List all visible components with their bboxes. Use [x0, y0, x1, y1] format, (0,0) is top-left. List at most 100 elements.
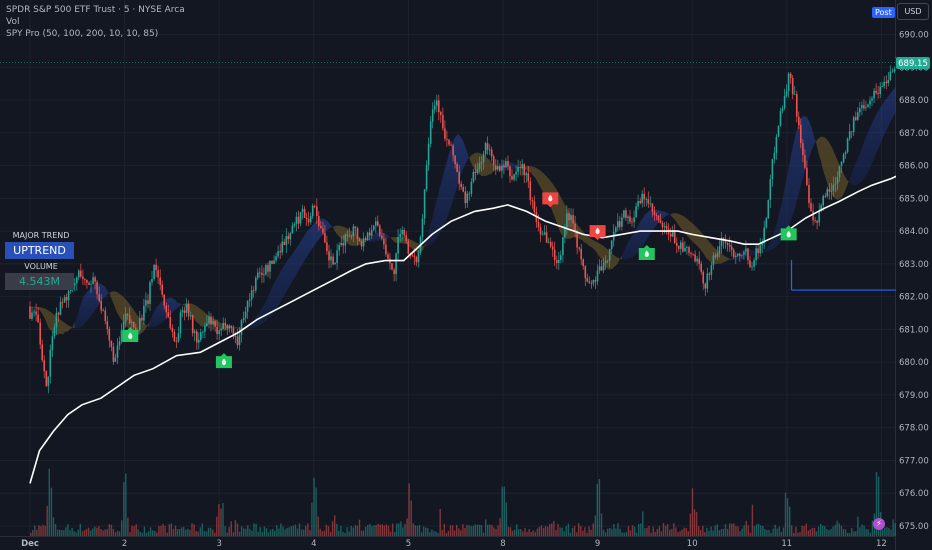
volume-bar — [505, 502, 507, 536]
price-tick-label: 684.00 — [899, 227, 929, 237]
candle-body — [244, 311, 247, 319]
candle-body — [592, 280, 595, 284]
candle-body — [543, 232, 546, 235]
candle-body — [816, 220, 818, 223]
candle-body — [678, 245, 680, 249]
volume-bar — [168, 524, 170, 536]
volume-bar — [495, 529, 497, 536]
candle-body — [181, 310, 184, 313]
volume-bar — [121, 520, 123, 536]
candle-body — [212, 321, 214, 325]
volume-bar — [532, 530, 534, 536]
candle-body — [458, 171, 460, 184]
volume-bar — [799, 532, 801, 536]
volume-bar — [230, 521, 232, 536]
volume-bar — [228, 527, 230, 536]
volume-bar — [745, 520, 747, 536]
volume-bar — [90, 530, 92, 536]
volume-bar — [861, 524, 863, 536]
candle-body — [661, 222, 664, 228]
volume-bar — [414, 525, 416, 536]
symbol-title[interactable]: SPDR S&P 500 ETF Trust · 5 · NYSE Arca — [6, 5, 185, 15]
volume-bar — [263, 526, 266, 536]
flame-up-icon — [644, 250, 649, 258]
price-axis-bg — [896, 0, 932, 550]
volume-bar — [571, 527, 574, 536]
volume-bar — [410, 500, 412, 536]
volume-bar — [633, 526, 636, 536]
bull-cloud — [622, 209, 672, 260]
candle-body — [743, 251, 745, 255]
price-tick-label: 682.00 — [899, 293, 929, 303]
candle-body — [104, 310, 107, 322]
candle-body — [330, 256, 332, 261]
candle-body — [31, 312, 33, 319]
candle-body — [425, 165, 428, 190]
volume-bar — [687, 531, 689, 536]
candle-body — [783, 95, 786, 109]
volume-value: 4.543M — [5, 273, 74, 290]
volume-bar — [578, 523, 580, 536]
volume-bar — [135, 524, 137, 536]
time-tick-label: 11 — [781, 539, 792, 549]
volume-bar — [797, 532, 799, 536]
candle-body — [523, 164, 525, 176]
candle-body — [653, 211, 656, 215]
candle-body — [261, 272, 263, 275]
currency-button[interactable]: USD — [897, 3, 929, 20]
volume-bar — [143, 526, 146, 536]
volume-legend[interactable]: Vol — [6, 17, 20, 27]
candle-body — [377, 221, 379, 226]
volume-bar — [704, 532, 706, 536]
candle-body — [682, 242, 684, 252]
candle-body — [826, 189, 829, 197]
volume-bar — [710, 526, 712, 536]
volume-bar — [224, 526, 226, 536]
candle-body — [399, 234, 401, 237]
volume-bar — [507, 526, 510, 536]
candle-body — [431, 109, 434, 122]
volume-bar — [892, 519, 894, 536]
candle-body — [57, 312, 60, 315]
candle-body — [106, 321, 109, 329]
bull-cloud — [425, 134, 470, 247]
price-axis[interactable]: 675.00 676.00 677.00 678.00 679.00 680.00 681.… — [896, 0, 932, 550]
candle-body — [688, 247, 690, 253]
candle-body — [393, 269, 395, 275]
volume-bar — [92, 528, 94, 536]
volume-bar — [580, 526, 582, 536]
volume-bar — [877, 476, 880, 536]
time-axis[interactable]: Dec 2 3 4 5 8 9 10 11 12 — [21, 539, 887, 549]
volume-bar — [685, 528, 687, 536]
candle-body — [401, 230, 403, 234]
candle-body — [883, 81, 885, 87]
candle-body — [279, 251, 281, 253]
lightning-icon[interactable]: ⚡ — [873, 518, 885, 530]
post-market-badge: Post — [872, 7, 895, 18]
candle-body — [289, 233, 292, 240]
volume-bar — [888, 528, 890, 536]
volume-bar — [563, 531, 565, 536]
volume-bar — [662, 523, 665, 536]
candle-body — [352, 226, 355, 237]
candle-body — [840, 162, 843, 167]
volume-bar — [183, 526, 185, 536]
volume-bar — [257, 531, 259, 536]
volume-bar — [652, 526, 654, 536]
indicator-legend[interactable]: SPY Pro (50, 100, 200, 10, 10, 85) — [6, 29, 159, 39]
candle-body — [187, 304, 190, 317]
candle-body — [686, 247, 688, 248]
volume-bar — [472, 525, 474, 536]
volume-bar — [133, 526, 135, 536]
candle-body — [527, 173, 530, 182]
candle-body — [29, 306, 31, 319]
volume-bar — [30, 533, 32, 536]
volume-bar — [427, 528, 429, 536]
volume-bar — [729, 523, 731, 536]
candle-body — [340, 243, 342, 246]
candle-body — [366, 232, 369, 240]
volume-bar — [346, 527, 348, 536]
volume-bar — [367, 524, 369, 536]
